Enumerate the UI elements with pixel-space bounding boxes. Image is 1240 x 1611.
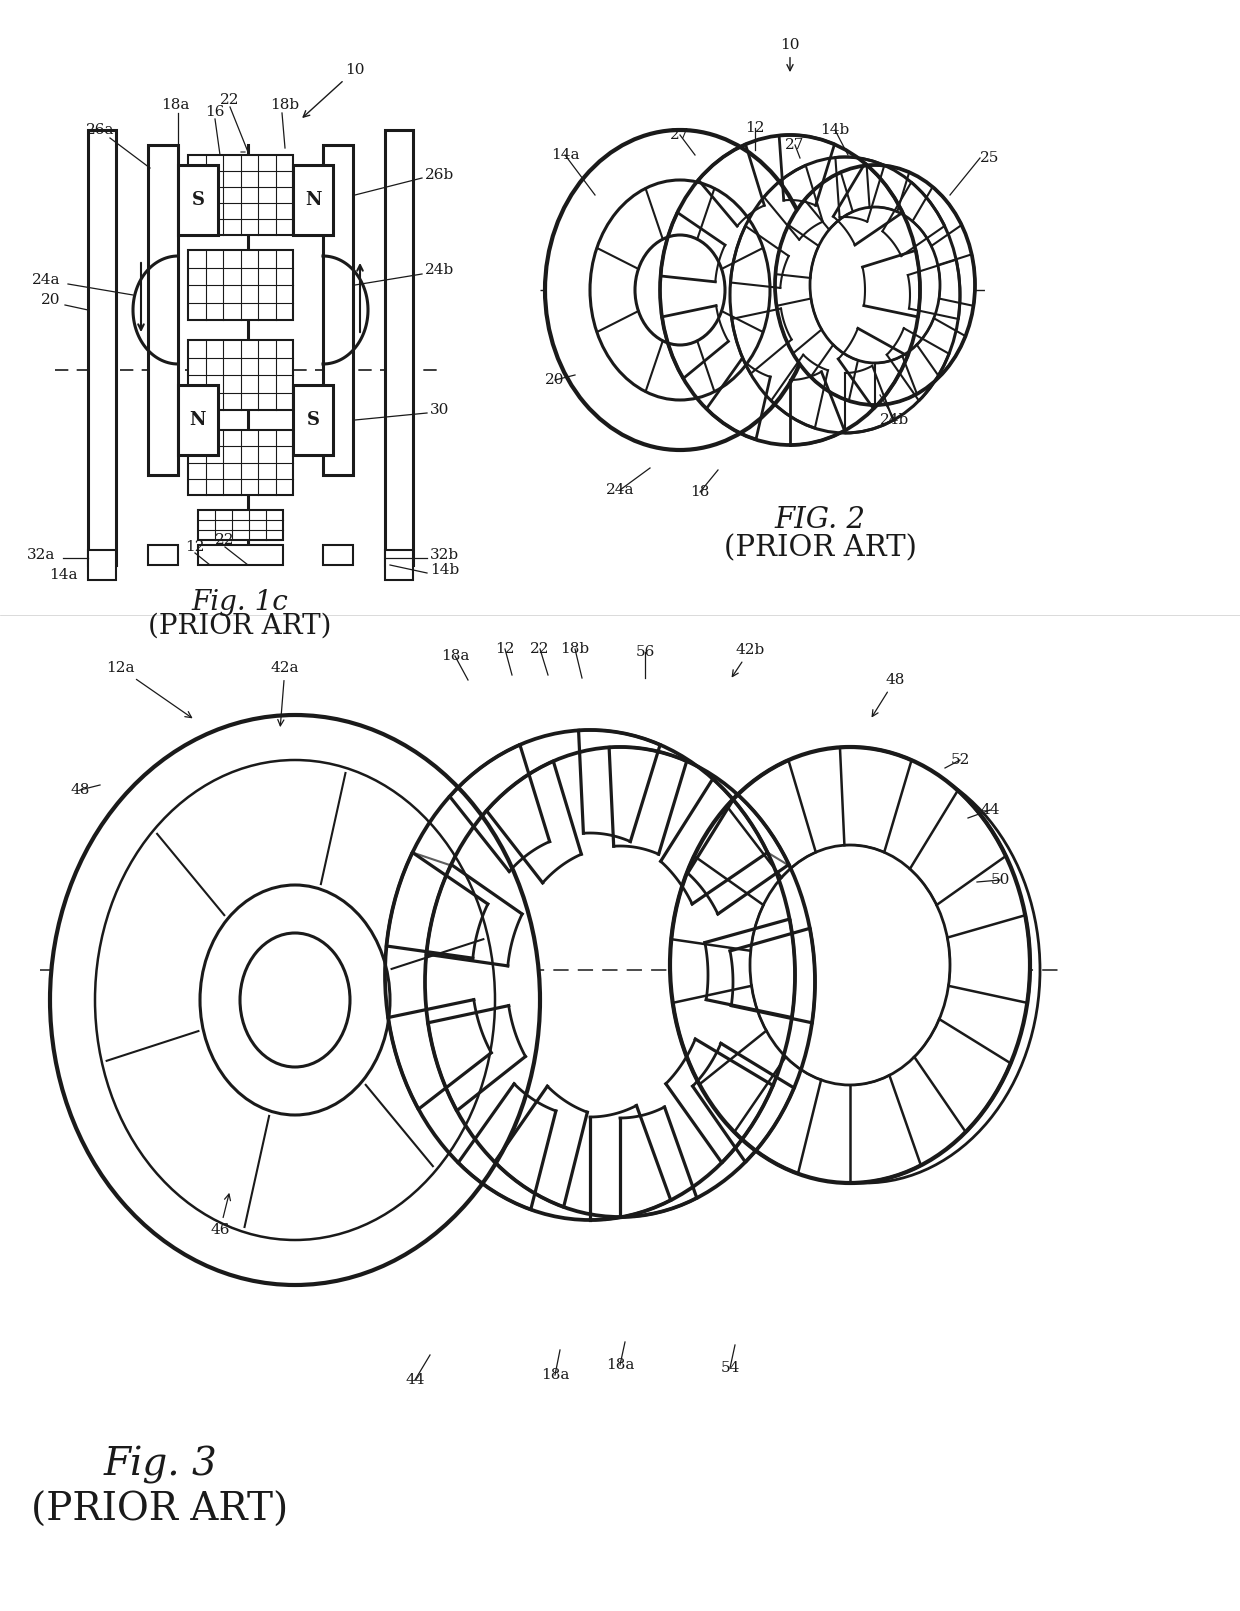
Bar — [188, 340, 293, 411]
Bar — [384, 549, 413, 580]
Text: N: N — [190, 411, 206, 429]
Text: 24a: 24a — [606, 483, 634, 498]
Ellipse shape — [95, 760, 495, 1240]
Text: Fig. 3: Fig. 3 — [103, 1447, 217, 1484]
Ellipse shape — [635, 235, 725, 345]
Bar — [198, 545, 283, 565]
Text: 10: 10 — [780, 39, 800, 71]
Bar — [188, 430, 293, 495]
Text: 25: 25 — [980, 151, 999, 164]
Text: 18: 18 — [691, 485, 709, 499]
Ellipse shape — [241, 933, 350, 1066]
Text: 24b: 24b — [880, 412, 910, 427]
Text: 54: 54 — [720, 1361, 740, 1376]
Ellipse shape — [775, 164, 975, 404]
Text: 18a: 18a — [541, 1368, 569, 1382]
Bar — [148, 145, 179, 475]
Text: 14b: 14b — [821, 122, 849, 137]
Text: 27: 27 — [671, 127, 689, 142]
Bar — [322, 545, 353, 565]
Text: 14b: 14b — [430, 562, 459, 577]
Text: 52: 52 — [950, 752, 970, 767]
Text: 12: 12 — [745, 121, 765, 135]
Bar — [384, 130, 413, 565]
Text: 18a: 18a — [440, 649, 469, 664]
Bar — [88, 549, 117, 580]
Text: (PRIOR ART): (PRIOR ART) — [149, 612, 332, 640]
Ellipse shape — [546, 130, 815, 449]
Text: 42b: 42b — [733, 643, 765, 677]
Text: 12: 12 — [185, 540, 205, 554]
Text: 12a: 12a — [105, 661, 191, 717]
Ellipse shape — [50, 715, 539, 1286]
Text: 30: 30 — [430, 403, 449, 417]
Text: Fig. 1c: Fig. 1c — [192, 588, 289, 615]
Text: 26a: 26a — [86, 122, 114, 137]
Text: 22: 22 — [531, 643, 549, 656]
Text: 56: 56 — [635, 644, 655, 659]
Text: N: N — [305, 192, 321, 209]
Text: 26b: 26b — [425, 168, 454, 182]
Ellipse shape — [670, 748, 1030, 1182]
Text: 27: 27 — [785, 139, 805, 151]
Text: 14a: 14a — [551, 148, 579, 163]
Text: 32a: 32a — [26, 548, 55, 562]
Text: FIG. 2: FIG. 2 — [775, 506, 866, 533]
Text: 32b: 32b — [430, 548, 459, 562]
Text: (PRIOR ART): (PRIOR ART) — [724, 533, 916, 562]
Bar — [198, 511, 283, 540]
Text: 20: 20 — [41, 293, 60, 308]
Text: S: S — [191, 192, 205, 209]
Ellipse shape — [200, 884, 391, 1115]
Text: 46: 46 — [211, 1194, 231, 1237]
Text: 48: 48 — [872, 673, 905, 717]
Text: 42a: 42a — [270, 661, 299, 727]
Text: (PRIOR ART): (PRIOR ART) — [31, 1492, 289, 1529]
Text: 22: 22 — [216, 533, 234, 548]
Text: 44: 44 — [981, 802, 999, 817]
Text: 18a: 18a — [161, 98, 190, 113]
Bar — [293, 385, 334, 454]
Text: 12: 12 — [495, 643, 515, 656]
Text: S: S — [306, 411, 320, 429]
Text: 44: 44 — [405, 1373, 425, 1387]
Text: 10: 10 — [304, 63, 365, 118]
Bar — [322, 145, 353, 475]
Bar — [148, 545, 179, 565]
Bar — [188, 155, 293, 235]
Text: 50: 50 — [991, 873, 1009, 888]
Ellipse shape — [590, 180, 770, 400]
Text: 22: 22 — [221, 93, 239, 106]
Text: 24b: 24b — [425, 263, 454, 277]
Text: 14a: 14a — [50, 569, 78, 582]
Text: 18b: 18b — [560, 643, 589, 656]
Text: 48: 48 — [71, 783, 89, 797]
Ellipse shape — [810, 206, 940, 362]
Text: 18a: 18a — [606, 1358, 634, 1373]
Bar — [293, 164, 334, 235]
Bar — [179, 385, 218, 454]
Bar — [88, 130, 117, 565]
Bar — [188, 250, 293, 321]
Bar — [179, 164, 218, 235]
Text: 18b: 18b — [270, 98, 300, 113]
Text: 20: 20 — [546, 374, 564, 387]
Text: 24a: 24a — [31, 272, 60, 287]
Text: 16: 16 — [206, 105, 224, 119]
